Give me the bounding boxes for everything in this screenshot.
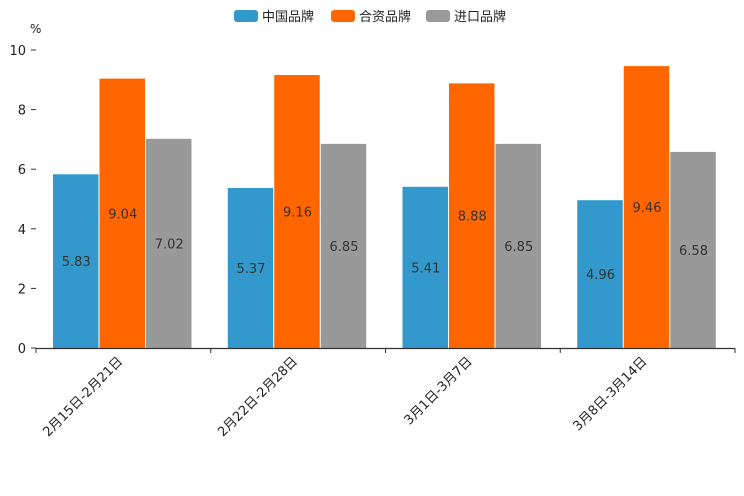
- bar[interactable]: [670, 151, 716, 348]
- legend-swatch: [331, 10, 355, 22]
- legend: 中国品牌 合资品牌 进口品牌: [234, 9, 506, 25]
- bar[interactable]: [449, 83, 495, 348]
- data-label: 8.88: [458, 210, 487, 225]
- x-tick-label: 3月1日-3月7日: [402, 354, 476, 428]
- bars: 5.83 9.04 7.02 5.37 9.16 6.85 5.41 8.88 6.85 4.96…: [53, 66, 716, 349]
- data-label: 6.85: [504, 240, 533, 255]
- legend-swatch: [234, 10, 258, 22]
- data-label: 4.96: [586, 268, 615, 283]
- x-tick-label: 3月8日-3月14日: [571, 354, 651, 434]
- y-tick-label: 10: [9, 44, 26, 59]
- bar[interactable]: [623, 66, 670, 348]
- legend-label: 合资品牌: [359, 9, 411, 25]
- bar[interactable]: [227, 187, 274, 348]
- data-label: 9.16: [283, 206, 312, 221]
- bar[interactable]: [577, 200, 623, 348]
- data-label: 9.04: [108, 207, 137, 222]
- legend-item[interactable]: 中国品牌: [234, 9, 314, 25]
- y-tick-label: 0: [18, 342, 26, 357]
- bar[interactable]: [53, 174, 99, 348]
- data-label: 5.41: [411, 261, 440, 276]
- legend-label: 中国品牌: [262, 9, 314, 25]
- legend-item[interactable]: 合资品牌: [331, 9, 411, 25]
- y-unit-label: %: [30, 22, 41, 36]
- bar[interactable]: [495, 143, 542, 348]
- y-tick-label: 8: [18, 104, 26, 119]
- legend-swatch: [426, 10, 450, 22]
- data-label: 6.85: [330, 240, 359, 255]
- y-axis: 0 2 4 6 8 10: [9, 44, 36, 357]
- legend-label: 进口品牌: [454, 9, 506, 25]
- legend-item[interactable]: 进口品牌: [426, 9, 506, 25]
- y-tick-label: 2: [18, 282, 26, 297]
- y-tick-label: 6: [18, 163, 26, 178]
- data-label: 6.58: [679, 244, 708, 259]
- data-label: 5.37: [237, 262, 266, 277]
- x-tick-label: 2月15日-2月21日: [40, 354, 126, 440]
- bar[interactable]: [274, 75, 320, 349]
- x-axis: 2月15日-2月21日 2月22日-2月28日 3月1日-3月7日 3月8日-3月14…: [35, 347, 736, 440]
- x-tick-label: 2月22日-2月28日: [215, 354, 301, 440]
- bar[interactable]: [320, 143, 367, 348]
- y-tick-label: 4: [18, 223, 26, 238]
- bar[interactable]: [402, 186, 449, 348]
- data-label: 5.83: [62, 255, 91, 270]
- bar[interactable]: [146, 138, 192, 348]
- data-label: 7.02: [155, 237, 184, 252]
- bar[interactable]: [99, 78, 146, 348]
- data-label: 9.46: [633, 201, 662, 216]
